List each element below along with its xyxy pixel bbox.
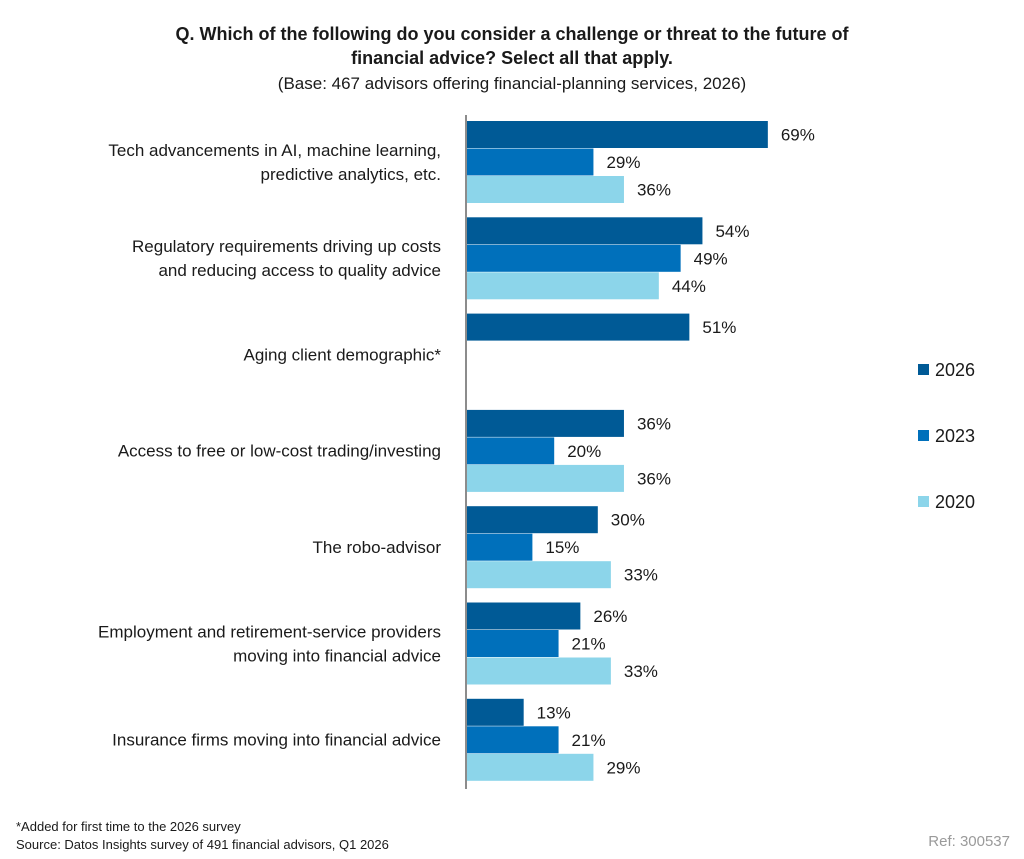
legend-swatch-2023 (918, 430, 929, 441)
legend-label: 2023 (935, 426, 975, 446)
category-label: Aging client demographic* (243, 345, 441, 364)
legend-label: 2020 (935, 492, 975, 512)
category-label-line: The robo-advisor (312, 538, 441, 557)
category-label: Tech advancements in AI, machine learnin… (108, 141, 441, 184)
bar-2020 (467, 176, 624, 203)
data-label: 36% (637, 469, 671, 488)
legend-swatch-2020 (918, 496, 929, 507)
category-label-line: and reducing access to quality advice (158, 261, 441, 280)
bar-2026 (467, 506, 598, 534)
data-label: 13% (537, 703, 571, 722)
data-label: 36% (637, 414, 671, 433)
category-label-line: Insurance firms moving into financial ad… (112, 731, 441, 750)
bar-2023 (467, 437, 555, 465)
bar-2020 (467, 464, 624, 492)
data-label: 36% (637, 181, 671, 200)
category-label-line: moving into financial advice (233, 646, 441, 665)
data-label: 29% (606, 153, 640, 172)
data-label: 51% (702, 318, 736, 337)
category-label: Insurance firms moving into financial ad… (112, 731, 441, 750)
bar-2026 (467, 313, 690, 341)
data-label: 21% (572, 731, 606, 750)
legend-label: 2026 (935, 360, 975, 380)
bar-2023 (467, 533, 533, 561)
bar-2023 (467, 630, 559, 657)
bar-2026 (467, 698, 524, 726)
bar-2026 (467, 217, 703, 245)
data-label: 54% (715, 222, 749, 241)
category-label-line: Employment and retirement-service provid… (98, 622, 441, 641)
category-label-line: Aging client demographic* (243, 345, 441, 364)
reference-id: Ref: 300537 (928, 833, 1010, 850)
category-label: Regulatory requirements driving up costs… (132, 237, 441, 280)
footnote: *Added for first time to the 2026 survey (16, 819, 241, 834)
bar-2026 (467, 121, 768, 148)
bar-2023 (467, 726, 559, 754)
category-label: Access to free or low-cost trading/inves… (118, 442, 441, 461)
data-label: 21% (572, 635, 606, 654)
category-label: The robo-advisor (312, 538, 441, 557)
bar-2020 (467, 753, 594, 781)
bar-2020 (467, 657, 611, 685)
data-label: 20% (567, 442, 601, 461)
bar-2026 (467, 602, 581, 630)
data-label: 30% (611, 511, 645, 530)
data-label: 33% (624, 566, 658, 585)
legend-swatch-2026 (918, 364, 929, 375)
data-label: 69% (781, 126, 815, 145)
data-label: 33% (624, 662, 658, 681)
data-label: 49% (694, 249, 728, 268)
category-label-line: Access to free or low-cost trading/inves… (118, 442, 441, 461)
bar-2020 (467, 561, 611, 589)
chart-title-line-2: financial advice? Select all that apply. (351, 48, 673, 68)
source-note: Source: Datos Insights survey of 491 fin… (16, 837, 389, 852)
data-label: 15% (545, 538, 579, 557)
chart-title: Q. Which of the following do you conside… (0, 22, 1024, 70)
category-label: Employment and retirement-service provid… (98, 622, 441, 665)
bar-2020 (467, 272, 659, 300)
category-label-line: Regulatory requirements driving up costs (132, 237, 441, 256)
bar-2026 (467, 409, 624, 437)
category-label-line: predictive analytics, etc. (261, 165, 441, 184)
bar-2023 (467, 244, 681, 272)
data-label: 29% (606, 758, 640, 777)
bar-2023 (467, 148, 594, 176)
data-label: 26% (593, 607, 627, 626)
category-label-line: Tech advancements in AI, machine learnin… (108, 141, 441, 160)
chart-title-line-1: Q. Which of the following do you conside… (175, 24, 849, 44)
chart-subtitle: (Base: 467 advisors offering financial-p… (277, 74, 747, 93)
data-label: 44% (672, 277, 706, 296)
